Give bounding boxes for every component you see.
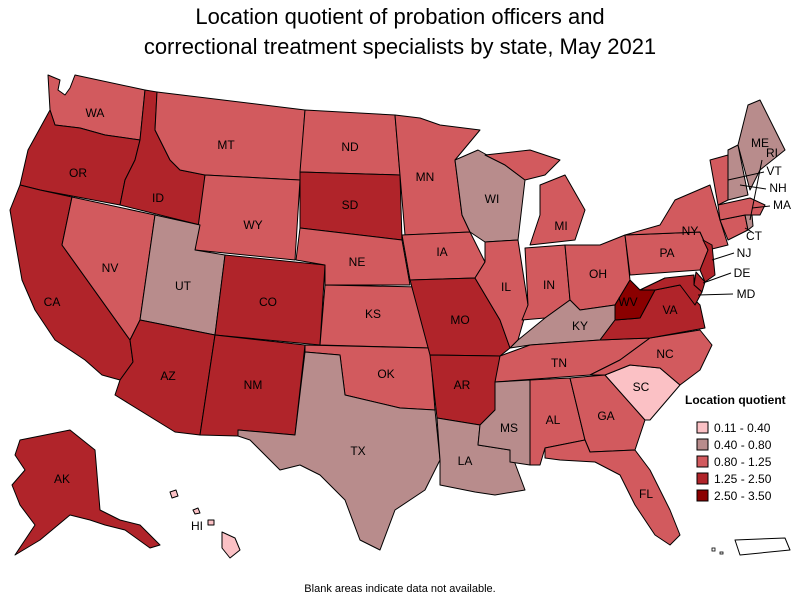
- legend-label-4: 2.50 - 3.50: [714, 489, 772, 503]
- label-OR: OR: [69, 166, 87, 180]
- legend: Location quotient 0.11 - 0.40 0.40 - 0.80…: [685, 393, 786, 503]
- label-NE: NE: [349, 255, 366, 269]
- state-AK[interactable]: [11, 429, 161, 556]
- label-ID: ID: [152, 191, 164, 205]
- label-CA: CA: [44, 295, 61, 309]
- label-TN: TN: [551, 356, 567, 370]
- virgin-islands: [711, 547, 724, 555]
- label-LA: LA: [458, 454, 473, 468]
- label-SC: SC: [633, 380, 650, 394]
- label-MT: MT: [217, 138, 235, 152]
- label-WA: WA: [86, 106, 105, 120]
- label-NH: NH: [769, 181, 786, 195]
- legend-label-1: 0.40 - 0.80: [714, 438, 772, 452]
- label-DE: DE: [734, 266, 751, 280]
- label-KS: KS: [365, 307, 381, 321]
- territory-PR: [734, 537, 791, 556]
- map-title: Location quotient of probation officers …: [0, 2, 800, 62]
- label-TX: TX: [350, 444, 365, 458]
- legend-swatch-3: [696, 472, 709, 485]
- label-RI: RI: [766, 146, 778, 160]
- state-NH[interactable]: [727, 144, 749, 201]
- state-MI[interactable]: [484, 149, 586, 246]
- state-MT[interactable]: [154, 91, 306, 181]
- state-NE[interactable]: [295, 227, 411, 286]
- label-VA: VA: [662, 303, 677, 317]
- label-MD: MD: [737, 287, 756, 301]
- legend-label-2: 0.80 - 1.25: [714, 455, 772, 469]
- label-IA: IA: [436, 245, 447, 259]
- state-MD[interactable]: [639, 274, 703, 306]
- label-MO: MO: [450, 313, 469, 327]
- label-MN: MN: [416, 170, 435, 184]
- label-CT: CT: [746, 229, 763, 243]
- legend-swatch-1: [696, 438, 709, 451]
- label-NV: NV: [102, 261, 119, 275]
- label-GA: GA: [597, 409, 614, 423]
- title-line-1: Location quotient of probation officers …: [195, 4, 605, 29]
- label-ME: ME: [751, 136, 769, 150]
- label-VT: VT: [766, 164, 782, 178]
- state-labels: WA OR CA ID NV MT WY UT AZ CO NM ND SD N…: [44, 106, 791, 533]
- label-NC: NC: [656, 347, 674, 361]
- label-FL: FL: [639, 487, 653, 501]
- label-UT: UT: [175, 279, 192, 293]
- label-WV: WV: [618, 295, 637, 309]
- label-IN: IN: [543, 278, 555, 292]
- label-NY: NY: [682, 224, 699, 238]
- label-WI: WI: [485, 192, 500, 206]
- state-HI[interactable]: [169, 489, 241, 559]
- label-MS: MS: [500, 421, 518, 435]
- label-HI: HI: [191, 519, 203, 533]
- label-SD: SD: [342, 198, 359, 212]
- legend-swatch-0: [696, 421, 709, 434]
- label-AR: AR: [454, 378, 471, 392]
- label-AK: AK: [54, 472, 70, 486]
- legend-swatch-4: [696, 489, 709, 502]
- label-NM: NM: [244, 378, 263, 392]
- data-availability-note: Blank areas indicate data not available.: [304, 583, 496, 595]
- label-leader-lines: [697, 159, 771, 296]
- legend-swatch-2: [696, 455, 709, 468]
- legend-label-3: 1.25 - 2.50: [714, 472, 772, 486]
- label-KY: KY: [572, 319, 588, 333]
- legend-label-0: 0.11 - 0.40: [714, 421, 771, 435]
- legend-title: Location quotient: [685, 393, 786, 407]
- title-line-2: correctional treatment specialists by st…: [143, 34, 657, 59]
- label-OK: OK: [377, 367, 394, 381]
- label-MI: MI: [554, 219, 567, 233]
- state-FL[interactable]: [544, 439, 681, 546]
- label-AL: AL: [546, 413, 561, 427]
- state-TX[interactable]: [237, 351, 441, 551]
- state-NC[interactable]: [589, 329, 713, 386]
- label-PA: PA: [659, 246, 674, 260]
- label-MA: MA: [773, 198, 791, 212]
- label-NJ: NJ: [737, 246, 752, 260]
- label-IL: IL: [501, 280, 511, 294]
- label-OH: OH: [589, 267, 607, 281]
- label-ND: ND: [341, 140, 359, 154]
- label-WY: WY: [243, 218, 262, 232]
- label-CO: CO: [259, 295, 277, 309]
- label-AZ: AZ: [160, 369, 175, 383]
